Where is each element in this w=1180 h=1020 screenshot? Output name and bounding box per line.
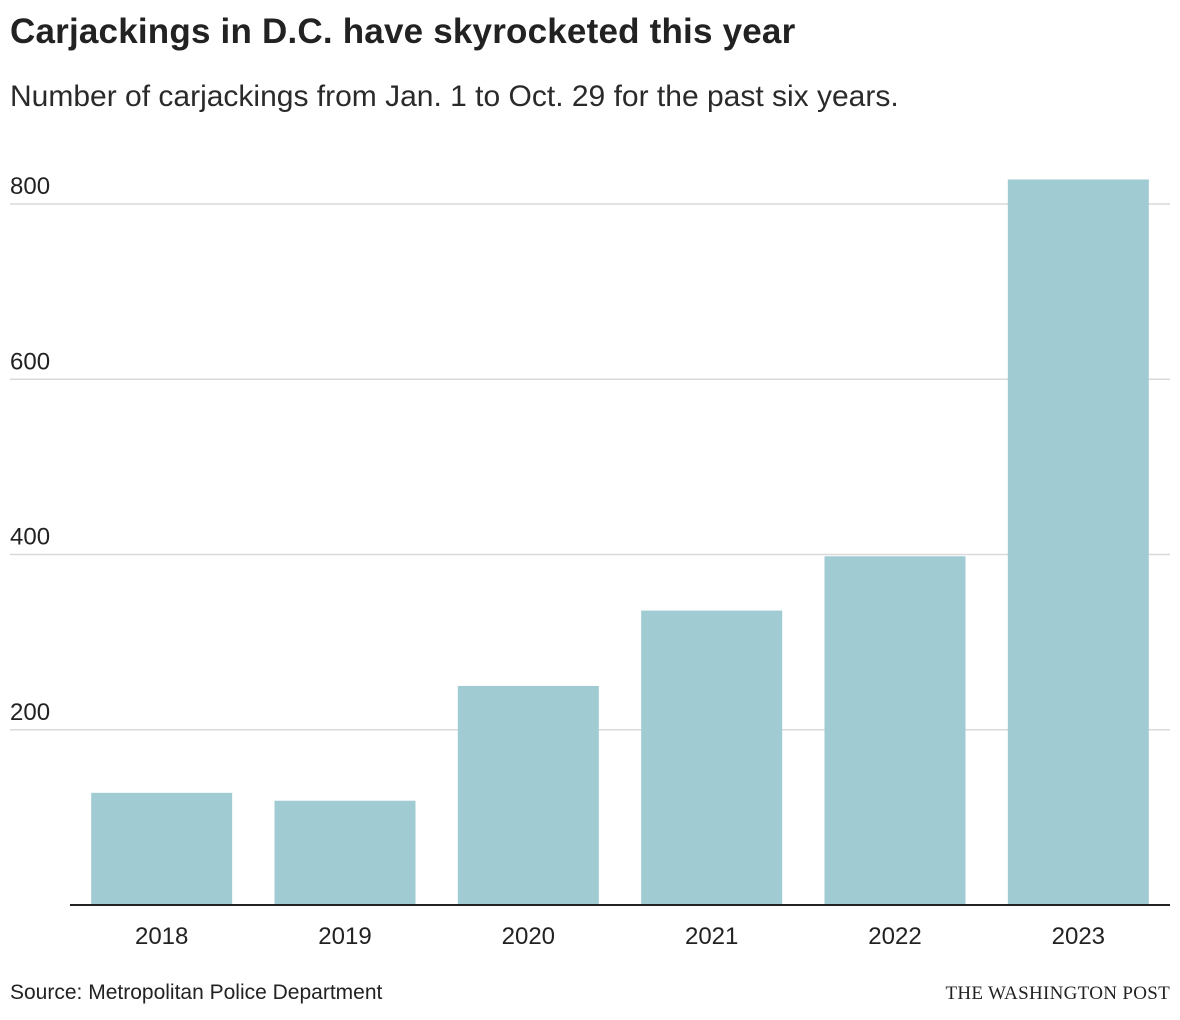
gridlines [10, 203, 1170, 731]
y-tick-label: 400 [10, 524, 50, 551]
axis-labels: 200 400 600 800 2018 2019 2020 2021 2022 2023 [10, 173, 1105, 950]
y-tick-label: 800 [10, 173, 50, 200]
bar-2018[interactable] [91, 792, 233, 905]
chart-subtitle: Number of carjackings from Jan. 1 to Oct… [10, 80, 899, 113]
bar-2020[interactable] [457, 685, 599, 905]
publisher-credit: THE WASHINGTON POST [945, 983, 1170, 1004]
chart-title: Carjackings in D.C. have skyrocketed thi… [10, 12, 796, 51]
x-tick-label: 2018 [135, 923, 188, 950]
bar-2022[interactable] [824, 556, 966, 905]
x-tick-label: 2021 [685, 923, 738, 950]
x-tick-label: 2023 [1052, 923, 1105, 950]
source-note: Source: Metropolitan Police Department [10, 981, 383, 1004]
y-tick-label: 600 [10, 348, 50, 375]
x-tick-label: 2019 [318, 923, 371, 950]
y-tick-label: 200 [10, 699, 50, 726]
bar-2021[interactable] [641, 610, 783, 905]
x-tick-label: 2020 [502, 923, 555, 950]
x-tick-label: 2022 [868, 923, 921, 950]
bars [91, 179, 1149, 906]
bar-2019[interactable] [274, 800, 416, 905]
bar-2023[interactable] [1007, 179, 1149, 906]
